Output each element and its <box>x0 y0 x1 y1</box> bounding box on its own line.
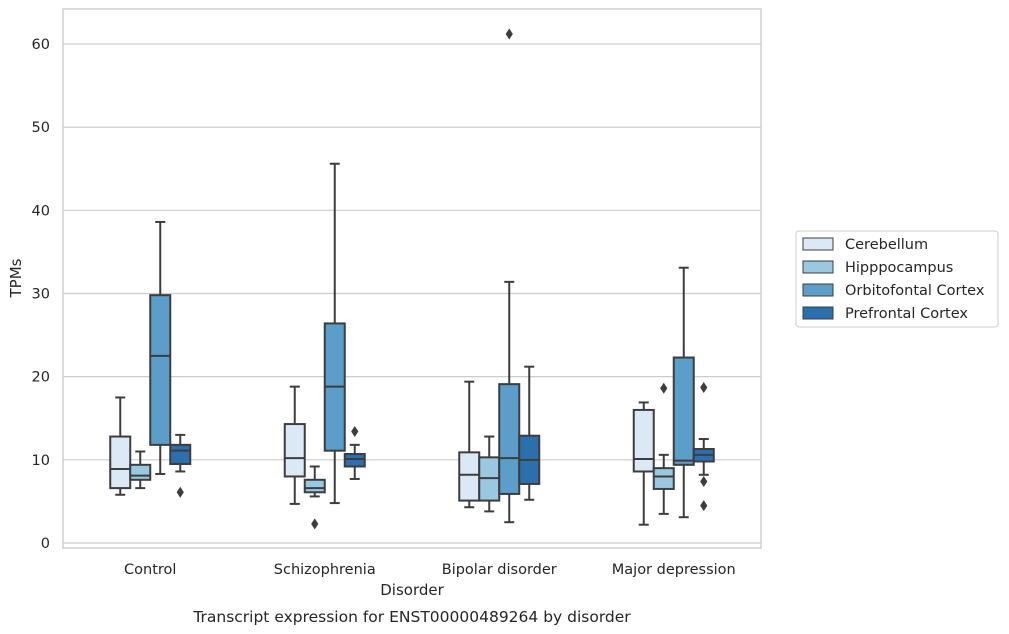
y-axis-label: TPMs <box>7 258 25 298</box>
iqr-box <box>672 356 695 466</box>
legend-label: Prefrontal Cortex <box>845 306 968 322</box>
outlier-point <box>311 518 319 530</box>
box-group <box>303 465 326 530</box>
y-tick-labels: 0 10 20 30 40 50 60 <box>32 37 50 552</box>
iqr-box <box>458 451 481 502</box>
outlier-point <box>505 28 513 40</box>
legend-swatch <box>802 306 834 320</box>
y-tick-label: 50 <box>32 120 50 136</box>
box-group <box>632 401 655 526</box>
plot-frame <box>62 8 762 549</box>
iqr-box <box>283 423 306 478</box>
box-group <box>652 382 675 515</box>
x-tick-label: Schizophrenia <box>274 562 376 578</box>
box-group <box>478 435 501 513</box>
box-group <box>343 426 366 480</box>
box-group <box>458 380 481 509</box>
box-group <box>672 266 695 519</box>
y-tick-label: 20 <box>32 370 50 386</box>
outlier-point <box>700 381 708 393</box>
x-axis-label: Disorder <box>380 581 444 599</box>
x-tick-label: Bipolar disorder <box>442 562 557 578</box>
y-tick-label: 40 <box>32 203 50 219</box>
y-tick-label: 60 <box>32 37 50 53</box>
outlier-point <box>700 500 708 512</box>
outlier-point <box>700 475 708 487</box>
box-group <box>518 365 541 501</box>
box-group <box>692 381 715 512</box>
legend: Cerebellum Hipppocampus Orbitofontal Corte… <box>795 230 999 328</box>
iqr-box <box>129 463 152 481</box>
x-tick-label: Control <box>124 562 176 578</box>
x-tick-labels: Control Schizophrenia Bipolar disorder Majo… <box>124 562 736 578</box>
outlier-point <box>351 426 359 438</box>
box-group <box>149 220 172 475</box>
x-tick-label: Major depression <box>612 562 736 578</box>
legend-label: Orbitofontal Cortex <box>845 283 985 299</box>
iqr-box <box>498 383 521 495</box>
iqr-box <box>149 294 172 446</box>
legend-frame <box>795 230 999 328</box>
box-group <box>323 162 346 505</box>
box-group <box>109 396 132 496</box>
outlier-point <box>660 382 668 394</box>
iqr-box <box>303 478 326 494</box>
iqr-box <box>343 453 366 468</box>
chart-caption: Transcript expression for ENST0000048926… <box>192 608 631 626</box>
legend-items: Cerebellum Hipppocampus Orbitofontal Corte… <box>802 237 985 322</box>
outlier-point <box>176 486 184 498</box>
box-group <box>129 450 152 490</box>
box-group <box>283 385 306 505</box>
legend-label: Cerebellum <box>845 237 928 253</box>
iqr-box <box>169 443 192 465</box>
iqr-box <box>652 467 675 490</box>
legend-swatch <box>802 260 834 274</box>
y-tick-label: 10 <box>32 453 50 469</box>
iqr-box <box>632 408 655 473</box>
legend-swatch <box>802 283 834 297</box>
boxes <box>109 28 715 530</box>
legend-label: Hipppocampus <box>845 260 953 276</box>
box-group <box>498 28 521 524</box>
y-tick-label: 30 <box>32 286 50 302</box>
iqr-box <box>109 435 132 490</box>
box-group <box>169 433 192 498</box>
legend-swatch <box>802 237 834 251</box>
y-tick-label: 0 <box>41 536 50 552</box>
